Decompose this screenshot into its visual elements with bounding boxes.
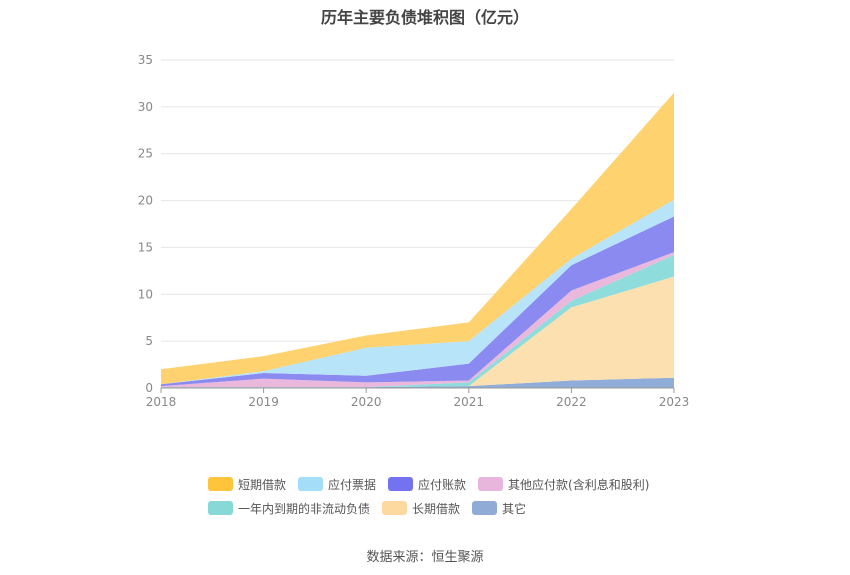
legend-item[interactable]: 短期借款: [208, 476, 286, 493]
legend-row: 短期借款 应付票据 应付账款 其他应付款(含利息和股利): [208, 472, 668, 496]
y-tick-label: 20: [138, 194, 153, 208]
area-series-1: [161, 276, 674, 388]
y-tick-label: 5: [145, 334, 153, 348]
legend-item[interactable]: 长期借款: [382, 500, 460, 517]
x-tick-label: 2021: [454, 395, 485, 409]
legend-label: 应付票据: [328, 477, 377, 492]
y-tick-label: 30: [138, 100, 153, 114]
legend-swatch: [478, 477, 504, 491]
y-tick-label: 15: [138, 240, 153, 254]
legend-label: 应付账款: [418, 477, 467, 492]
y-tick-label: 0: [145, 381, 153, 395]
y-tick-label: 35: [138, 53, 153, 67]
legend-item[interactable]: 其它: [472, 500, 526, 517]
x-tick-label: 2019: [248, 395, 279, 409]
area-series-0: [161, 377, 674, 388]
legend-item[interactable]: 其他应付款(含利息和股利): [478, 476, 649, 493]
legend-label: 其它: [502, 501, 527, 516]
x-tick-label: 2020: [351, 395, 382, 409]
x-tick-label: 2022: [556, 395, 587, 409]
y-tick-label: 10: [138, 287, 153, 301]
legend-label: 其他应付款(含利息和股利): [508, 477, 650, 492]
legend-row: 一年内到期的非流动负债 长期借款 其它: [208, 496, 668, 520]
legend-item[interactable]: 应付账款: [388, 476, 466, 493]
legend-swatch: [208, 477, 233, 491]
chart-legend: 短期借款 应付票据 应付账款 其他应付款(含利息和股利) 一年内到期的非流动负债 长期借款…: [208, 472, 668, 520]
legend-label: 长期借款: [412, 501, 461, 516]
legend-swatch: [472, 501, 498, 515]
legend-swatch: [388, 477, 414, 491]
chart-title: 历年主要负债堆积图（亿元）: [320, 8, 529, 27]
legend-item[interactable]: 一年内到期的非流动负债: [208, 500, 370, 517]
legend-swatch: [298, 477, 324, 491]
x-tick-label: 2018: [146, 395, 177, 409]
chart-plot: 0 5 10 15 20 25 30 35 2018 2019 2020 2021 2022 2023: [138, 53, 690, 409]
area-series-5: [161, 199, 674, 385]
legend-swatch: [382, 501, 408, 515]
legend-label: 短期借款: [238, 477, 287, 492]
legend-label: 一年内到期的非流动负债: [238, 501, 371, 516]
area-series-6: [161, 92, 674, 385]
legend-item[interactable]: 应付票据: [298, 476, 376, 493]
data-source-note: 数据来源：恒生聚源: [366, 550, 484, 565]
y-tick-label: 25: [138, 147, 153, 161]
legend-swatch: [208, 501, 233, 515]
x-tick-label: 2023: [659, 395, 690, 409]
